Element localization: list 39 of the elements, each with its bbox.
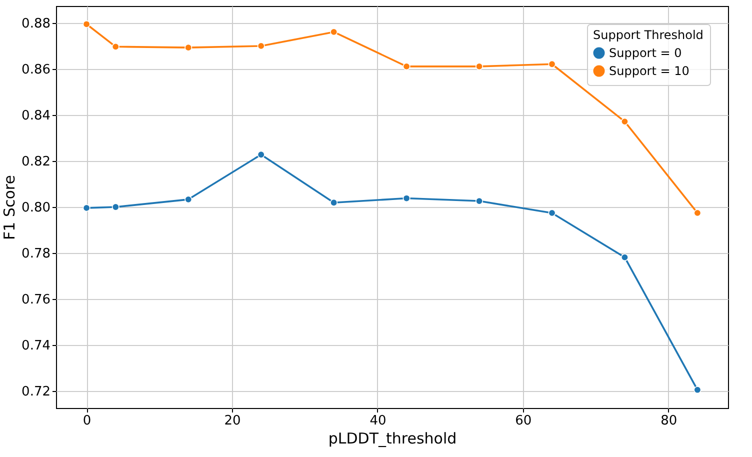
point (330, 198, 338, 206)
point (548, 60, 556, 68)
point (82, 204, 90, 212)
y-tick-label: 0.80 (22, 200, 50, 216)
point (476, 197, 484, 205)
y-tick-label: 0.78 (22, 246, 50, 262)
point (330, 28, 338, 36)
legend-label: Support = 0 (609, 46, 682, 60)
point (476, 62, 484, 70)
x-tick-label: 0 (82, 414, 92, 428)
y-axis-title: F1 Score (0, 175, 19, 240)
x-tick-label: 60 (515, 414, 532, 428)
legend-label: Support = 10 (609, 64, 690, 78)
legend-title: Support Threshold (593, 28, 704, 42)
point (112, 203, 120, 211)
y-tick-label: 0.76 (22, 292, 50, 308)
y-tick-label: 0.88 (22, 16, 50, 32)
point (257, 150, 265, 158)
point (402, 62, 410, 70)
point (402, 194, 410, 202)
point (257, 42, 265, 50)
point (620, 254, 628, 262)
point (184, 196, 192, 204)
y-tick-label: 0.86 (22, 62, 50, 78)
y-tick-label: 0.82 (22, 154, 50, 170)
x-tick-label: 80 (660, 414, 678, 428)
point (694, 209, 702, 217)
x-tick-label: 20 (224, 414, 241, 428)
y-tick-label: 0.72 (22, 384, 50, 400)
point (112, 42, 120, 50)
point (548, 209, 556, 217)
point (694, 386, 702, 394)
x-tick-label: 40 (370, 414, 386, 428)
point (620, 118, 628, 126)
point (82, 20, 90, 28)
x-axis-title: pLDDT_threshold (328, 430, 457, 448)
y-tick-label: 0.84 (22, 108, 50, 124)
point (184, 44, 192, 52)
y-tick-label: 0.74 (22, 338, 50, 354)
